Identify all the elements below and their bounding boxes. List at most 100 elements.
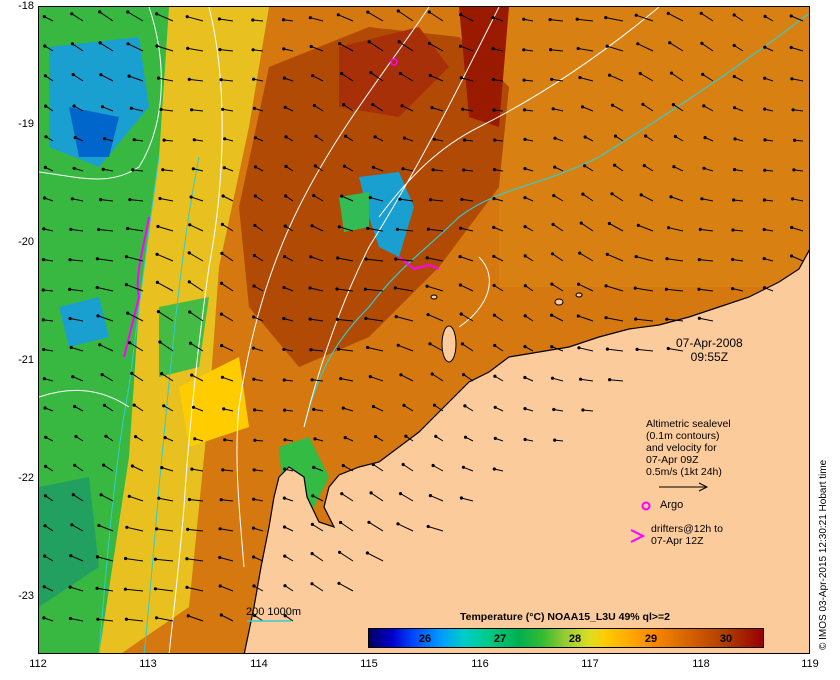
- velocity-arrowhead: [762, 198, 767, 202]
- velocity-arrow: [159, 341, 174, 352]
- velocity-arrowhead: [190, 108, 194, 112]
- velocity-arrow: [370, 376, 384, 382]
- velocity-arrowhead: [253, 165, 258, 169]
- velocity-arrowhead: [492, 254, 496, 258]
- velocity-arrow: [635, 287, 654, 292]
- velocity-arrowhead: [131, 168, 135, 172]
- velocity-arrow: [430, 75, 444, 82]
- velocity-arrowhead: [401, 462, 405, 467]
- velocity-arrowhead: [401, 167, 405, 171]
- velocity-arrowhead: [282, 285, 286, 290]
- velocity-arrowhead: [158, 196, 162, 201]
- velocity-arrow: [337, 257, 354, 262]
- velocity-arrow: [367, 347, 384, 352]
- velocity-arrow: [373, 406, 384, 412]
- velocity-arrowhead: [99, 73, 103, 77]
- velocity-arrowhead: [309, 255, 313, 259]
- image-date: 07-Apr-2008: [676, 336, 743, 350]
- velocity-arrowhead: [523, 225, 527, 229]
- velocity-arrowhead: [550, 77, 554, 81]
- velocity-arrowhead: [402, 403, 406, 407]
- velocity-arrow: [221, 282, 234, 292]
- velocity-arrowhead: [552, 194, 556, 198]
- velocity-arrowhead: [374, 435, 378, 439]
- velocity-arrow: [219, 49, 234, 52]
- velocity-arrowhead: [583, 164, 587, 168]
- velocity-arrow: [638, 224, 654, 232]
- velocity-arrow: [157, 281, 174, 292]
- velocity-arrow: [668, 348, 684, 352]
- velocity-arrowhead: [731, 228, 735, 232]
- velocity-arrowhead: [191, 167, 195, 171]
- velocity-arrowhead: [576, 46, 580, 51]
- colorbar-tick-label: 26: [418, 633, 432, 645]
- velocity-arrow: [460, 284, 474, 292]
- velocity-arrow: [397, 228, 414, 232]
- velocity-arrowhead: [425, 284, 429, 288]
- velocity-arrowhead: [339, 377, 343, 381]
- velocity-arrow: [637, 43, 654, 52]
- velocity-arrow: [126, 618, 144, 622]
- velocity-arrowhead: [310, 522, 314, 527]
- velocity-arrow: [637, 348, 654, 352]
- velocity-arrowhead: [697, 258, 701, 262]
- velocity-arrow: [461, 77, 474, 82]
- offshore-warm-region: [499, 7, 809, 287]
- velocity-arrow: [222, 223, 234, 232]
- velocity-arrowhead: [363, 287, 367, 291]
- velocity-arrowhead: [732, 74, 736, 79]
- velocity-arrow: [372, 104, 384, 112]
- velocity-arrow: [312, 523, 324, 532]
- velocity-arrow: [365, 258, 384, 262]
- velocity-arrow: [44, 45, 54, 52]
- velocity-arrowhead: [461, 465, 465, 469]
- velocity-arrowhead: [188, 223, 192, 227]
- velocity-arrow: [336, 288, 354, 292]
- velocity-arrowhead: [576, 314, 580, 318]
- velocity-arrow: [636, 14, 654, 22]
- velocity-arrowhead: [124, 283, 128, 287]
- velocity-arrow: [462, 108, 474, 112]
- velocity-arrowhead: [459, 496, 463, 500]
- velocity-arrow: [552, 253, 564, 262]
- velocity-arrowhead: [190, 373, 194, 377]
- velocity-arrow: [311, 553, 324, 562]
- velocity-arrow: [428, 526, 444, 532]
- image-time: 09:55Z: [690, 350, 729, 364]
- sealevel-contour: [39, 7, 162, 180]
- velocity-arrow: [97, 556, 114, 562]
- velocity-arrowhead: [71, 73, 75, 77]
- velocity-arrowhead: [460, 342, 464, 346]
- velocity-arrowhead: [221, 107, 225, 111]
- velocity-arrowhead: [604, 316, 608, 320]
- velocity-arrowhead: [312, 193, 316, 198]
- velocity-arrow: [605, 17, 624, 22]
- velocity-arrowhead: [493, 436, 497, 440]
- velocity-arrowhead: [368, 196, 372, 200]
- velocity-arrow: [161, 373, 174, 382]
- velocity-arrow: [341, 73, 354, 82]
- velocity-arrowhead: [493, 138, 497, 142]
- velocity-arrow: [220, 585, 234, 592]
- velocity-arrow: [162, 169, 174, 172]
- velocity-arrowhead: [283, 554, 287, 558]
- velocity-arrow: [552, 377, 564, 382]
- velocity-arrowhead: [371, 462, 375, 467]
- velocity-arrowhead: [610, 192, 614, 196]
- velocity-arrowhead: [128, 341, 132, 345]
- velocity-arrow: [428, 11, 444, 22]
- velocity-arrowhead: [608, 73, 612, 77]
- velocity-arrowhead: [217, 17, 221, 21]
- velocity-arrow: [579, 77, 594, 82]
- velocity-arrowhead: [187, 77, 191, 81]
- velocity-arrow: [156, 45, 174, 52]
- velocity-arrowhead: [733, 137, 737, 141]
- velocity-arrowhead: [100, 373, 104, 377]
- velocity-arrow: [72, 376, 84, 382]
- velocity-arrowhead: [155, 12, 159, 16]
- velocity-arrowhead: [668, 41, 672, 45]
- y-tick-label: -21: [18, 354, 34, 366]
- velocity-arrow: [311, 46, 324, 52]
- velocity-arrow: [43, 617, 54, 622]
- velocity-arrow: [43, 259, 54, 262]
